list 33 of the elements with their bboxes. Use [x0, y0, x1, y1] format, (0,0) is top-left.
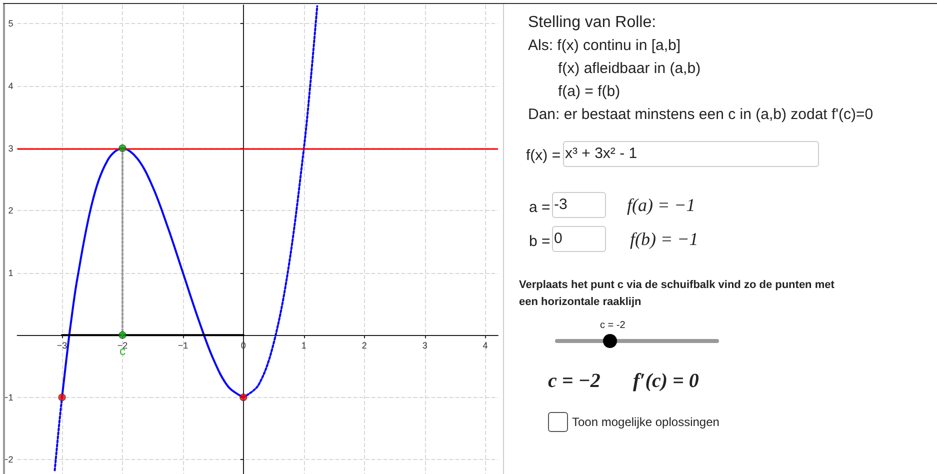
text: f(a) = f(b) — [558, 83, 620, 100]
input-field: -3 — [552, 192, 606, 218]
text: f(x) afleidbaar in (a,b) — [558, 60, 701, 77]
text: Verplaats het punt c via de schuifbalk vind zo de punten met een horizontale raaklijn — [519, 278, 836, 310]
text: f(a) = −1 — [627, 195, 696, 216]
x-tick-label: 4 — [482, 340, 488, 351]
text: c = −2 — [548, 370, 600, 393]
text: Dan: er bestaat minstens een c in (a,b) zodat f'(c)=0 — [528, 106, 874, 123]
x-tick-label: −1 — [178, 340, 188, 351]
x-tick-label: −3 — [56, 340, 68, 351]
input-field: 0 — [552, 226, 606, 252]
input-field: x³ + 3x² - 1 — [563, 141, 819, 167]
text: Als: f(x) continu in [a,b] — [528, 37, 681, 54]
point — [240, 394, 248, 402]
text: Toon mogelijke oplossingen — [572, 415, 720, 429]
text: c = -2 — [600, 320, 626, 331]
x-tick-label: 2 — [362, 340, 367, 351]
y-tick-label: 1 — [8, 268, 14, 278]
point — [118, 331, 126, 339]
text: b = — [529, 233, 550, 250]
text: a = — [529, 199, 550, 216]
text: f(b) = −1 — [630, 229, 698, 250]
text: f′(c) = 0 — [633, 370, 699, 393]
text: Stelling van Rolle: — [528, 14, 656, 32]
y-tick-label: 4 — [8, 80, 14, 91]
point — [118, 144, 126, 152]
point — [58, 394, 66, 402]
x-tick-label: 3 — [422, 340, 428, 351]
text: f(x) = — [526, 147, 561, 164]
y-tick-label: 2 — [8, 206, 14, 216]
x-tick-label: 1 — [301, 340, 306, 351]
y-tick-label: 5 — [8, 18, 14, 29]
y-tick-label: 3 — [8, 143, 14, 154]
